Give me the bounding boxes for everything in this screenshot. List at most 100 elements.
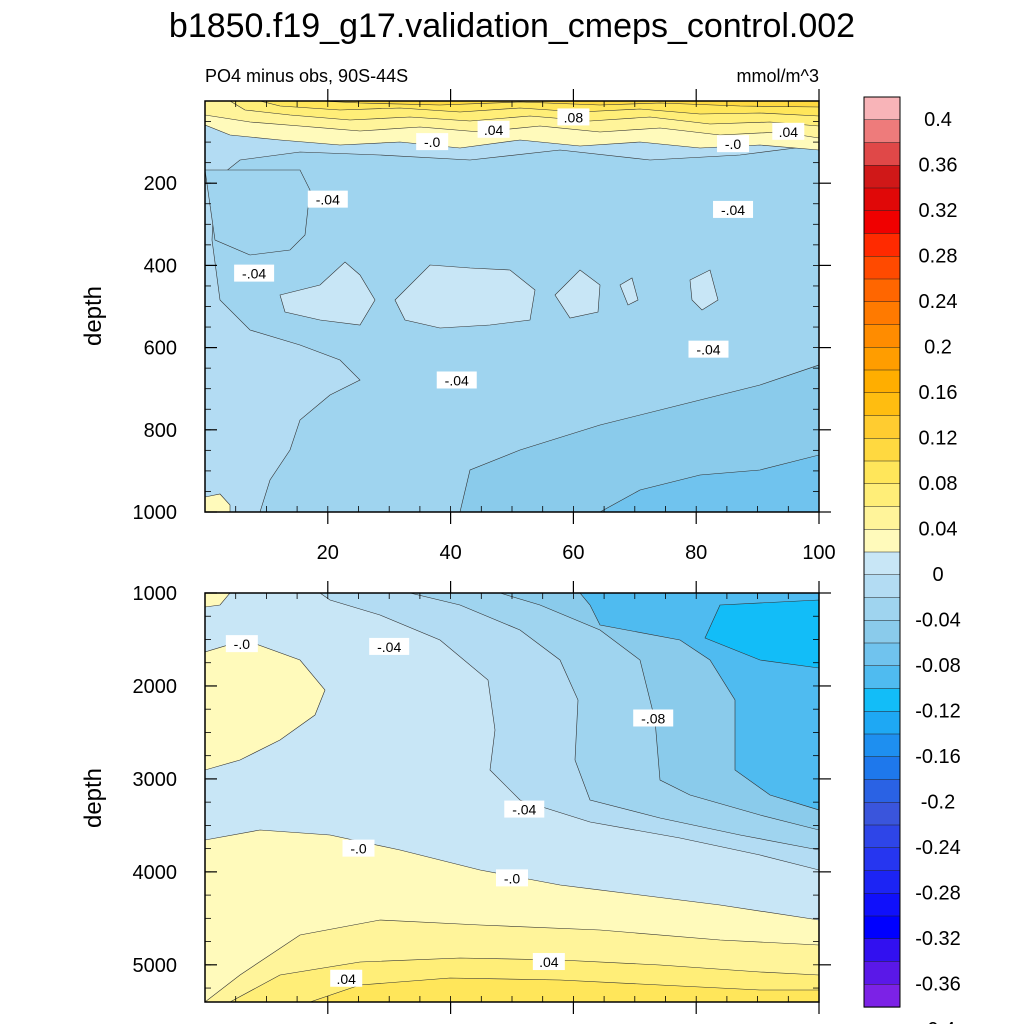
lower-contour-label: .04 (532, 953, 565, 971)
colorbar-swatch (863, 438, 901, 462)
lower-y-axis-label: depth (80, 768, 107, 828)
upper-contour-label-text: -.04 (242, 266, 266, 282)
colorbar-swatch (863, 779, 901, 803)
upper-contour-label-text: -.0 (725, 136, 742, 152)
lower-contour-label-bg (532, 953, 565, 971)
upper-y-tick-label: 200 (144, 173, 177, 195)
colorbar-swatch (863, 802, 901, 826)
lower-contour-fill-pos-4 (309, 977, 819, 1002)
lower-contour-label: -.04 (369, 637, 410, 655)
colorbar-swatch (863, 938, 901, 963)
colorbar-swatch (863, 529, 901, 553)
upper-x-tick-label: 20 (317, 542, 339, 564)
lower-y-tick-label: 4000 (133, 862, 178, 884)
upper-contour-label-text: .04 (779, 124, 799, 140)
colorbar-label: 0.4 (924, 109, 952, 131)
upper-contour-label-text: -.04 (316, 192, 340, 208)
colorbar-swatch (863, 142, 901, 166)
upper-panel: .08 .04 .04 -.0 -.0 -.04 -.04 -.04 -.04 -.04 200 4… (80, 89, 836, 564)
upper-contour-label-text: -.04 (445, 372, 469, 388)
lower-contour-label-text: -.08 (641, 710, 665, 726)
colorbar-swatch (863, 483, 901, 508)
colorbar-swatch (863, 665, 901, 690)
upper-contour-label-bg (436, 371, 477, 389)
upper-contour-island-2 (394, 264, 536, 329)
colorbar-label: -0.28 (915, 882, 961, 904)
upper-contour-label: -.0 (416, 133, 449, 151)
upper-contour-label-bg (307, 190, 348, 208)
colorbar-label: 0.28 (919, 245, 958, 267)
colorbar-swatch (863, 711, 901, 735)
upper-contour-label: -.04 (688, 340, 729, 358)
lower-contour-label-text: .04 (539, 954, 559, 970)
colorbar-swatch (863, 574, 901, 599)
colorbar-label: -0.4 (921, 1019, 955, 1024)
colorbar-swatch (863, 984, 901, 1008)
colorbar-swatch (863, 733, 901, 758)
lower-contour-label-bg (496, 869, 528, 887)
lower-contour-label-text: -.0 (350, 841, 367, 857)
colorbar-label: 0.32 (919, 200, 958, 222)
colorbar-label: -0.12 (915, 700, 961, 722)
upper-contour-island-1 (279, 261, 376, 326)
colorbar-swatch (863, 278, 901, 303)
upper-contour-label: -.04 (713, 200, 754, 218)
colorbar-swatch (863, 824, 901, 849)
subtitle-right: mmol/m^3 (737, 66, 819, 86)
upper-x-tick-label: 100 (802, 542, 835, 564)
colorbar-label: 0.36 (919, 154, 958, 176)
lower-y-tick-label: 1000 (133, 583, 178, 605)
colorbar-swatch (863, 620, 901, 644)
upper-y-axis-label: depth (80, 286, 107, 346)
upper-axes: 200 400 600 800 1000 20 40 60 80 100 (133, 89, 836, 564)
colorbar-label: -0.04 (915, 609, 961, 631)
upper-contour-label: .04 (477, 120, 510, 138)
upper-contour-labels: .08 .04 .04 -.0 -.0 -.04 -.04 -.04 -.04 -.04 (234, 108, 805, 389)
lower-contour-fill-pos-left (205, 639, 326, 771)
colorbar-label: 0.2 (924, 336, 952, 358)
lower-contour-label-text: .04 (336, 971, 356, 987)
lower-panel: -.0 -.04 -.08 -.04 -.0 -.0 .04 .04 1000 2000 3000… (80, 581, 831, 1014)
upper-contour-fill-darkest (599, 454, 819, 512)
figure-title: b1850.f19_g17.validation_cmeps_control.0… (169, 7, 855, 45)
colorbar-swatch (863, 642, 901, 667)
lower-y-tick-label: 3000 (133, 769, 178, 791)
colorbar-swatch (863, 551, 901, 576)
colorbar-label: 0.04 (919, 518, 958, 540)
colorbar-swatch (863, 210, 901, 235)
colorbar-swatch (863, 756, 901, 781)
upper-contour-island-4 (619, 277, 639, 306)
colorbar-swatch (863, 324, 901, 348)
upper-contour-label-bg (557, 108, 590, 126)
lower-contour-label-bg (633, 709, 674, 727)
colorbar-label: -0.32 (915, 928, 961, 950)
colorbar-swatch (863, 893, 901, 917)
colorbar-label: 0.16 (919, 382, 958, 404)
colorbar-label: 0.12 (919, 427, 958, 449)
upper-contour-label: -.0 (717, 135, 750, 153)
colorbar-label: 0.24 (919, 291, 958, 313)
lower-contour-label-bg (342, 839, 375, 857)
lower-contour-label-text: -.04 (512, 802, 536, 818)
lower-contour-label-bg (369, 637, 410, 655)
colorbar-swatch (863, 165, 901, 189)
lower-contour-label: .04 (330, 969, 363, 987)
upper-contour-island-5 (689, 269, 719, 311)
upper-contour-label-bg (477, 120, 510, 138)
colorbar-swatch (863, 915, 901, 940)
upper-contour-label: -.04 (436, 371, 477, 389)
upper-contour-label: .04 (772, 122, 805, 140)
lower-contour-label-text: -.0 (234, 636, 251, 652)
colorbar-swatch (863, 256, 901, 280)
upper-contour-label-bg (688, 340, 729, 358)
lower-contour-label: -.08 (633, 709, 674, 727)
upper-contour-label-text: -.04 (696, 342, 720, 358)
lower-contour-fill-5 (704, 599, 819, 669)
lower-contour-label: -.0 (225, 635, 258, 653)
colorbar-label: -0.08 (915, 655, 961, 677)
lower-contour-label-text: -.0 (504, 870, 521, 886)
upper-y-tick-label: 1000 (133, 502, 178, 524)
lower-y-tick-label: 5000 (133, 955, 178, 977)
lower-contour-fill-pos-top (205, 593, 231, 608)
